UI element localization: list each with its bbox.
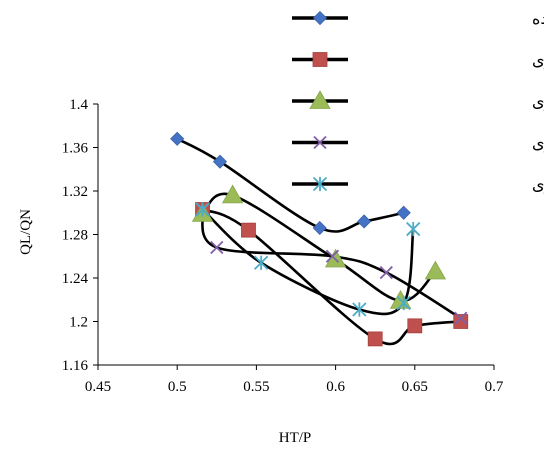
y-axis-title: QL/QN (18, 209, 34, 255)
x-tick-label: 0.65 (402, 379, 428, 395)
y-tick-label: 1.36 (62, 141, 89, 157)
data-point (352, 302, 367, 317)
data-point (241, 222, 256, 238)
data-point (312, 220, 327, 236)
data-point (424, 260, 447, 280)
data-point (325, 249, 340, 263)
data-point (396, 295, 411, 311)
legend-marker (309, 90, 331, 109)
data-point (367, 331, 383, 347)
x-tick-label: 0.5 (168, 379, 187, 395)
legend-item-3: دو پره ۲ سانتی‌متری (292, 90, 544, 112)
data-point (221, 184, 244, 204)
data-point (195, 202, 210, 217)
data-point (406, 221, 421, 237)
x-ticks: 0.45 0.5 0.55 0.6 0.65 0.7 (85, 365, 504, 395)
y-tick-label: 1.32 (62, 184, 88, 200)
data-point (454, 311, 468, 325)
series-markers-1 (170, 131, 411, 236)
legend-item-2: دو پره ۳ سانتی‌متری (292, 51, 544, 71)
legend-label: دو پره ۴ سانتی‌متری (532, 175, 544, 195)
data-point (357, 214, 372, 229)
y-tick-label: 1.2 (69, 315, 88, 331)
legend-label: دو پره ۵ سانتی‌متری (532, 134, 544, 154)
data-point (170, 131, 185, 146)
legend-marker (313, 135, 327, 150)
data-point (210, 240, 224, 255)
data-point (212, 154, 228, 169)
legend-label: دو پره ۲ سانتی‌متری (532, 92, 544, 112)
x-tick-label: 0.45 (85, 379, 111, 395)
legend-marker (312, 52, 328, 67)
legend-item-1: سرریز مثلثی ۹۰ ساده (292, 9, 544, 29)
data-point (453, 314, 469, 329)
series-markers-5 (195, 202, 421, 317)
legend-label: دو پره ۳ سانتی‌متری (532, 51, 544, 71)
y-tick-label: 1.24 (62, 271, 89, 287)
y-ticks: 1.16 1.2 1.24 1.28 1.32 1.36 1.4 (62, 97, 98, 374)
legend: سرریز مثلثی ۹۰ ساده دو پره ۳ سانتی‌متری دو… (292, 9, 544, 195)
legend-label: سرریز مثلثی ۹۰ ساده (532, 9, 544, 29)
y-tick-label: 1.28 (62, 228, 88, 244)
legend-marker (312, 10, 328, 26)
x-tick-label: 0.6 (326, 379, 345, 395)
x-tick-label: 0.7 (485, 379, 504, 395)
y-tick-label: 1.4 (69, 97, 88, 113)
x-axis-title: HT/P (279, 430, 312, 446)
y-tick-label: 1.16 (62, 358, 89, 374)
axes: 1.161.21.241.281.321.361.4 0.45 0.5 0.55 0.… (62, 97, 504, 395)
legend-marker (312, 176, 328, 192)
data-point (379, 265, 393, 280)
series-line-5 (201, 208, 415, 316)
data-point (254, 255, 269, 270)
data-point (396, 205, 411, 220)
legend-item-5: دو پره ۴ سانتی‌متری (292, 175, 544, 195)
x-tick-label: 0.55 (243, 379, 269, 395)
series-layer (170, 131, 469, 347)
legend-item-4: دو پره ۵ سانتی‌متری (292, 134, 544, 154)
data-point (407, 318, 423, 334)
